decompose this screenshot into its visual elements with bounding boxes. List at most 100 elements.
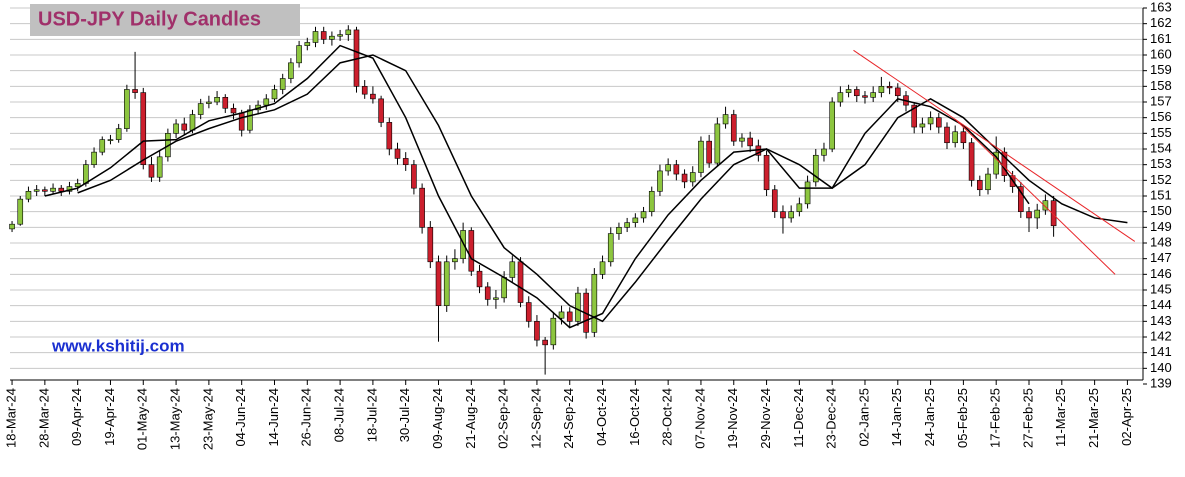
candle-body <box>173 123 179 134</box>
candle-body <box>386 122 393 150</box>
candle-body <box>919 123 926 128</box>
x-tick-label: 14-Jan-25 <box>889 388 904 447</box>
candle-body <box>575 292 581 322</box>
candle-body <box>681 173 688 183</box>
candle-body <box>558 311 565 319</box>
x-tick-label: 23-Dec-24 <box>824 388 839 449</box>
candle-body <box>976 180 983 191</box>
candle-body <box>804 181 811 205</box>
x-tick-label: 21-Aug-24 <box>463 388 478 449</box>
y-tick-label: 160 <box>1150 46 1172 61</box>
candle-body <box>935 117 942 128</box>
candle-body <box>197 103 204 115</box>
candle-body <box>1050 200 1057 227</box>
y-tick-label: 157 <box>1150 93 1172 108</box>
x-tick-label: 09-Aug-24 <box>430 388 445 449</box>
candle-body <box>329 35 335 40</box>
title-box <box>30 4 300 36</box>
candle-body <box>42 189 48 192</box>
x-tick-label: 14-Jun-24 <box>266 388 281 447</box>
candle-body <box>886 86 893 89</box>
x-tick-label: 11-Mar-25 <box>1053 388 1068 447</box>
candle-body <box>706 140 712 164</box>
y-tick-label: 161 <box>1150 31 1172 46</box>
candle-body <box>91 151 97 165</box>
y-tick-label: 162 <box>1150 15 1172 30</box>
x-tick-label: 18-Jul-24 <box>364 388 379 442</box>
candle-body <box>427 227 434 263</box>
candle-body <box>763 154 770 191</box>
candle-body <box>452 258 458 263</box>
candle-body <box>747 137 753 147</box>
candle-body <box>944 126 950 144</box>
candle-body <box>993 151 999 175</box>
candle-body <box>911 104 917 128</box>
y-tick-label: 146 <box>1150 266 1172 281</box>
x-tick-label: 02-Sep-24 <box>496 388 511 449</box>
candle-body <box>534 321 540 341</box>
candle-body <box>927 117 934 125</box>
candle-body <box>591 274 598 333</box>
candle-body <box>402 158 409 165</box>
y-tick-label: 153 <box>1150 156 1172 171</box>
x-tick-label: 28-Mar-24 <box>36 388 51 448</box>
candle-body <box>107 139 114 141</box>
candle-body <box>501 277 507 299</box>
x-tick-label: 21-Mar-25 <box>1086 388 1101 448</box>
candle-body <box>493 297 499 300</box>
candle-body <box>181 123 188 131</box>
candle-body <box>263 98 270 106</box>
watermark: www.kshitij.com <box>51 336 185 355</box>
y-tick-label: 140 <box>1150 360 1172 375</box>
candle-body <box>960 131 967 144</box>
candle-body <box>853 89 860 97</box>
x-tick-label: 07-Nov-24 <box>692 388 707 449</box>
y-tick-label: 142 <box>1150 328 1172 343</box>
x-tick-label: 24-Jan-25 <box>922 388 937 447</box>
candle-body <box>714 123 721 164</box>
candle-body <box>607 233 614 263</box>
candle-body <box>698 140 704 173</box>
candle-body <box>411 164 417 189</box>
candle-body <box>370 93 376 100</box>
y-tick-label: 148 <box>1150 234 1172 249</box>
x-tick-label: 19-Nov-24 <box>725 388 740 449</box>
x-tick-label: 30-Jul-24 <box>397 388 412 442</box>
x-tick-label: 27-Feb-25 <box>1020 388 1035 448</box>
x-tick-label: 11-Dec-24 <box>791 388 806 448</box>
candle-body <box>845 89 852 93</box>
candle-body <box>1034 209 1041 219</box>
x-tick-label: 05-Feb-25 <box>955 388 970 448</box>
candle-body <box>525 302 532 322</box>
candle-body <box>796 203 803 212</box>
y-tick-label: 144 <box>1150 297 1172 312</box>
candle-body <box>435 261 442 306</box>
candle-body <box>509 261 516 278</box>
candle-body <box>148 164 155 178</box>
candle-body <box>985 173 991 191</box>
y-tick-label: 143 <box>1150 313 1172 328</box>
chart-title: USD-JPY Daily Candles <box>38 8 261 30</box>
candle-body <box>419 187 425 228</box>
candle-body <box>296 45 302 64</box>
x-tick-label: 08-Jul-24 <box>332 388 347 442</box>
candle-body <box>739 137 745 142</box>
y-tick-label: 149 <box>1150 219 1172 234</box>
candle-body <box>124 89 130 129</box>
candle-body <box>632 217 639 223</box>
candle-body <box>1018 186 1024 212</box>
candle-body <box>1042 200 1049 211</box>
x-tick-label: 24-Sep-24 <box>561 388 576 449</box>
candle-body <box>812 154 819 183</box>
x-tick-label: 17-Feb-25 <box>988 388 1003 448</box>
x-tick-label: 18-Mar-24 <box>3 388 18 448</box>
x-tick-label: 23-May-24 <box>200 388 215 450</box>
candle-body <box>230 107 237 114</box>
candle-body <box>665 164 671 172</box>
candle-body <box>279 78 286 90</box>
candle-body <box>624 222 630 228</box>
x-tick-label: 19-Apr-24 <box>102 388 117 446</box>
candle-body <box>722 114 729 125</box>
candle-body <box>771 189 778 212</box>
